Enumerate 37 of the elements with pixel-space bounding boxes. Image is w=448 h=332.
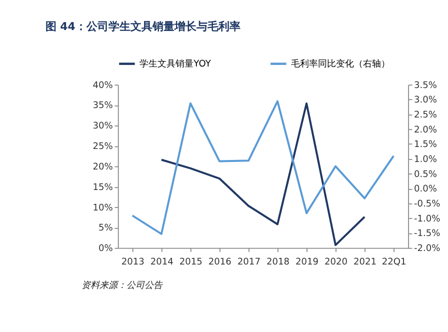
y2-tick-label: 3.0%: [414, 96, 438, 106]
x-tick-label: 2015: [179, 258, 202, 268]
y2-tick-label: 0.0%: [414, 184, 438, 195]
y2-tick-label: -1.0%: [414, 214, 441, 224]
y-tick-label: 5%: [98, 224, 114, 234]
y-tick-label: 15%: [92, 182, 114, 193]
y-tick-label: 40%: [92, 80, 114, 91]
chart-title: 图 44：公司学生文具销量增长与毛利率: [45, 20, 240, 34]
y2-tick-label: -1.5%: [414, 229, 441, 240]
x-tick-label: 2021: [354, 258, 377, 268]
y2-tick-label: 2.0%: [414, 125, 438, 136]
x-tick-label: 2016: [208, 258, 232, 268]
y-tick-label: 10%: [92, 203, 114, 214]
x-tick-label: 22Q1: [382, 258, 406, 268]
y-tick-label: 30%: [92, 122, 114, 132]
x-tick-label: 2014: [150, 258, 174, 268]
y2-tick-label: -2.0%: [414, 244, 441, 254]
legend-label: 学生文具销量YOY: [140, 58, 212, 70]
x-tick-label: 2018: [266, 258, 290, 268]
text: 资料来源：公司公告: [82, 280, 164, 291]
y2-tick-label: 2.5%: [414, 110, 438, 121]
y2-tick-label: 3.5%: [414, 80, 438, 91]
x-tick-label: 2013: [121, 258, 145, 268]
x-tick-label: 2017: [237, 258, 260, 268]
y-tick-label: 35%: [92, 101, 114, 112]
y-tick-label: 25%: [92, 142, 114, 152]
line-series: [131, 100, 395, 235]
legend-label: 毛利率同比变化（右轴）: [291, 58, 390, 70]
y2-tick-label: 1.5%: [414, 140, 438, 150]
x-tick-label: 2020: [324, 258, 348, 268]
line-series: [160, 102, 366, 246]
x-tick-label: 2019: [295, 258, 319, 268]
y2-tick-label: 0.5%: [414, 170, 438, 180]
y2-tick-label: -0.5%: [414, 200, 441, 210]
y-tick-label: 0%: [98, 244, 114, 254]
y-tick-label: 20%: [92, 162, 114, 172]
y2-tick-label: 1.0%: [414, 155, 438, 166]
